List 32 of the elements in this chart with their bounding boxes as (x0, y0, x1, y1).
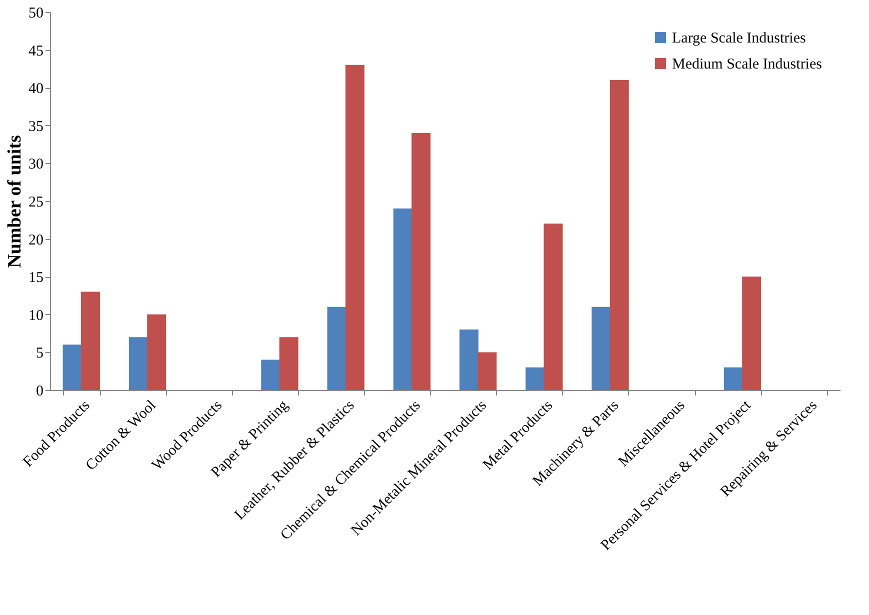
y-tick-label: 0 (36, 384, 44, 400)
y-tick-label: 45 (28, 43, 44, 60)
y-tick-label: 10 (28, 308, 44, 324)
legend-label: Large Scale Industries (672, 30, 806, 46)
bar (478, 352, 497, 390)
y-tick-label: 30 (28, 156, 44, 173)
bar (459, 330, 478, 390)
bar (544, 224, 563, 390)
y-tick-label: 40 (28, 81, 44, 98)
bar (279, 337, 298, 390)
bar (724, 367, 743, 390)
bar (327, 306, 346, 390)
bar (393, 208, 412, 390)
y-tick-label: 15 (28, 270, 44, 286)
bar (62, 344, 82, 390)
bar (147, 314, 166, 390)
y-tick-label: 20 (28, 232, 44, 248)
legend-label: Medium Scale Industries (672, 56, 822, 72)
bar (742, 276, 762, 390)
bar (592, 306, 611, 390)
bar (345, 64, 364, 390)
y-axis-title: Number of units (4, 135, 26, 268)
bar (526, 367, 545, 390)
bar (610, 80, 629, 390)
bar (128, 337, 148, 390)
y-tick-label: 5 (36, 346, 44, 362)
bar (412, 132, 431, 390)
y-tick-label: 35 (28, 118, 44, 135)
bar (261, 360, 280, 390)
y-tick-label: 50 (28, 6, 44, 22)
y-tick-label: 25 (28, 194, 44, 210)
bar (80, 292, 100, 390)
